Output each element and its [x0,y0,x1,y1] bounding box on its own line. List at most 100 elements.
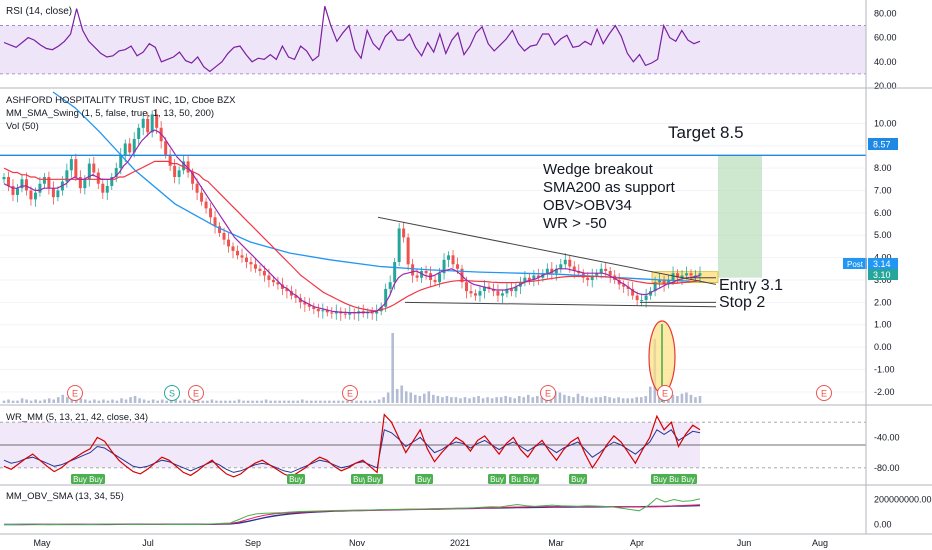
volume-bar [626,398,629,403]
wr-tick-1: -80.00 [874,463,900,473]
volume-bar [300,399,304,403]
event-marker-e-icon [816,385,832,401]
volume-bar [219,400,223,403]
candle-body [244,257,248,263]
volume-bar [540,397,544,403]
candle-body [11,185,15,195]
candle-body [667,279,671,285]
volume-bar [237,399,241,403]
obv-tick-0: 200000000.00 [874,495,932,505]
volume-bar [526,394,530,403]
rsi-y-axis: 80.00 60.00 40.00 20.00 [874,8,897,91]
candle-body [442,259,446,274]
volume-bar [508,397,512,403]
buy-signal-label: Buy [73,475,87,484]
candle-body [114,168,118,178]
candle-body [599,268,603,274]
volume-bar [61,394,65,403]
candle-body [20,179,24,189]
post-badge-label: Post [847,260,864,269]
candle-body [164,141,168,155]
candle-body [213,217,217,227]
obv-panel: MM_OBV_SMA (13, 34, 55) 200000000.00 0.00 [4,491,932,530]
price-tick-12: -2.00 [874,387,895,397]
buy-signal-badge [87,474,105,484]
candle-body [51,188,55,198]
volume-bar [187,400,191,403]
candle-body [550,268,554,274]
buy-signal-badge [71,474,89,484]
post-badge [843,258,867,269]
candle-body [662,279,666,285]
candle-body [631,288,635,296]
candle-body [132,138,136,153]
candle-body [554,268,558,274]
wr-title: WR_MM (5, 13, 21, 42, close, 34) [6,412,148,423]
volume-bar [34,399,37,403]
volume-bar [630,398,634,403]
volume-bar [698,396,702,403]
candle-body [204,201,208,209]
candle-body [69,159,73,171]
candle-body [617,279,621,285]
x-tick-7: Jun [737,538,752,548]
volume-bar [115,400,119,403]
candle-body [128,143,132,153]
target-price-badge-text: 8.57 [873,140,891,150]
volume-bar [576,393,580,403]
volume-bar [599,397,602,403]
event-marker-e-icon [657,385,673,401]
candle-body [258,268,262,271]
rsi-line [3,6,701,73]
candle-body [200,192,204,202]
volume-bar [278,400,281,403]
candle-body [568,259,572,267]
volume-bar [124,399,128,403]
price-tick-10: 0.00 [874,342,892,352]
candle-body [482,286,486,292]
volume-bar [364,400,367,403]
volume-bar [43,399,46,403]
candle-body [47,177,51,189]
buy-signal-badge [365,474,383,484]
entry-annotation: Entry 3.1 [719,277,783,294]
candle-body [478,291,482,296]
candle-body [168,154,172,166]
volume-bar [359,400,363,403]
setup-line-3: OBV>OBV34 [543,197,632,214]
obv-y-axis: 200000000.00 0.00 [874,495,932,530]
event-marker-label: E [347,389,353,399]
candle-body [105,185,109,193]
price-tick-11: -1.00 [874,364,895,374]
candle-body [15,188,19,195]
volume-bar [251,400,254,403]
volume-bar [391,333,394,403]
candle-body [563,259,567,265]
x-tick-5: Mar [548,538,564,548]
candle-body [209,208,213,218]
candle-body [240,255,244,258]
rsi-grid [0,25,866,75]
volume-bar [29,400,33,403]
volume-bar [346,400,349,403]
candle-body [253,264,257,269]
volume-bar [328,400,331,403]
volume-bar [269,400,272,403]
price-tick-9: 1.00 [874,320,892,330]
candle-body [83,179,87,189]
wr-fast-line [3,413,701,478]
buy-signal-label: Buy [571,475,585,484]
buy-signal-badge [569,474,587,484]
candle-body [312,306,316,310]
volume-bar [355,400,358,403]
event-marker-e-icon [188,385,204,401]
candle-body [536,275,540,278]
candle-body [375,311,379,314]
volume-bar [319,400,322,403]
wr-slow-line [3,429,701,473]
candle-body [146,118,150,133]
price-panel: ASHFORD HOSPITALITY TRUST INC, 1D, Cboe … [0,91,898,403]
volume-bar [608,397,611,403]
